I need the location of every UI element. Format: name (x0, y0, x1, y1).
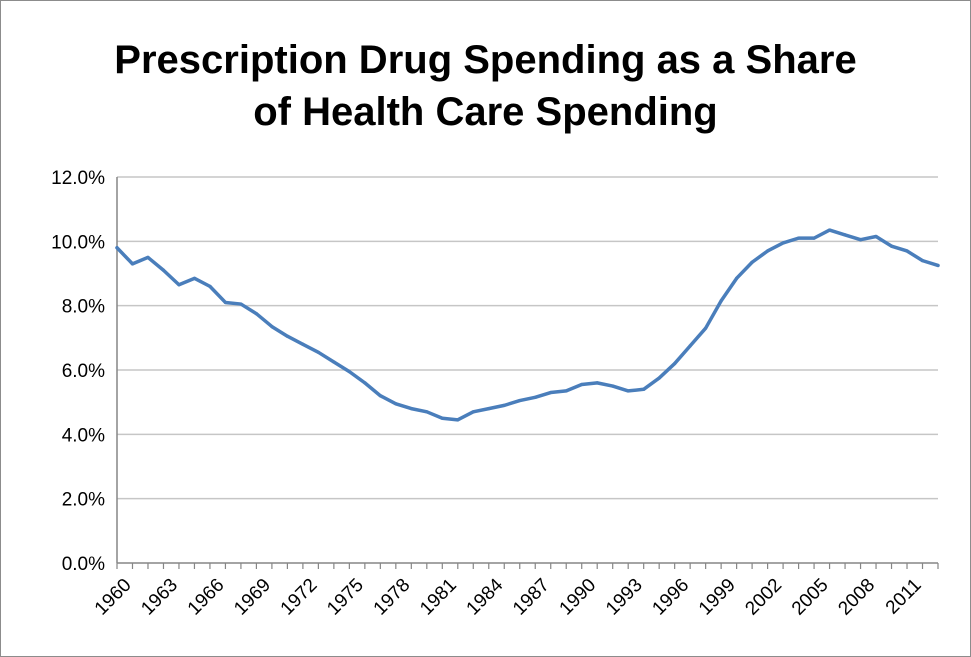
data-point (192, 276, 197, 280)
y-tick-label: 8.0% (62, 297, 105, 318)
data-point (161, 268, 166, 272)
data-point (858, 238, 863, 242)
data-point (642, 387, 646, 391)
y-tick-label: 10.0% (51, 232, 105, 253)
x-tick-label: 1984 (463, 574, 508, 619)
data-point (843, 233, 847, 237)
x-tick-label: 1993 (602, 575, 647, 620)
x-tick-label: 2008 (834, 575, 879, 620)
data-point (673, 361, 677, 366)
y-tick-label: 2.0% (62, 490, 105, 511)
data-point (812, 236, 816, 240)
data-point (363, 381, 367, 385)
data-point (564, 389, 568, 393)
data-point (766, 249, 770, 253)
data-point (889, 244, 894, 248)
data-point (750, 260, 754, 264)
data-point (626, 389, 630, 393)
series-layer (115, 228, 940, 422)
data-point (905, 249, 909, 253)
data-point (456, 418, 460, 422)
x-tick-label: 1990 (556, 575, 601, 620)
chart-title-line-2: of Health Care Spending (253, 90, 718, 134)
data-point (657, 376, 661, 380)
data-point (270, 324, 274, 329)
data-point (285, 334, 289, 338)
chart-title-line-1: Prescription Drug Spending as a Share (114, 38, 857, 82)
x-tick-label: 2005 (788, 575, 833, 620)
data-point (425, 410, 429, 414)
data-point (549, 390, 553, 395)
data-point (208, 284, 212, 288)
data-point (378, 394, 382, 398)
x-tick-label: 1981 (416, 575, 461, 620)
data-point (920, 259, 925, 263)
data-point (487, 407, 491, 411)
data-point (130, 262, 135, 266)
y-tick-label: 6.0% (62, 361, 105, 382)
x-tick-label: 1987 (509, 575, 554, 620)
data-point (177, 283, 181, 287)
data-point (688, 344, 692, 348)
data-point (611, 384, 615, 388)
data-point (301, 342, 305, 346)
x-tick-label: 1978 (370, 575, 415, 620)
data-point (735, 276, 739, 280)
y-tick-label: 12.0% (51, 168, 105, 189)
gridlines (117, 176, 938, 500)
x-tick-label: 1999 (695, 575, 740, 620)
x-axis-tick-labels: 1960 1963 1966 1969 1972 1975 1978 1981 1984 1987… (91, 574, 926, 619)
x-tick-label: 1969 (230, 575, 275, 620)
data-point (239, 302, 243, 306)
data-point (332, 360, 336, 364)
chart-title: Prescription Drug Spending as a Share of… (0, 34, 971, 138)
y-tick-label: 4.0% (62, 425, 105, 446)
data-point (936, 263, 940, 268)
data-point (533, 395, 537, 399)
y-axis-tick-labels: 0.0% 2.0% 4.0% 6.0% 8.0% 10.0% 12.0% (51, 168, 105, 575)
data-point (796, 236, 801, 240)
data-point (874, 234, 878, 239)
y-tick-label: 0.0% (62, 554, 105, 575)
data-point (440, 416, 444, 420)
data-point (704, 326, 708, 330)
x-axis (116, 177, 939, 569)
data-point (781, 241, 785, 245)
data-point (502, 403, 506, 407)
data-point (316, 350, 320, 354)
x-tick-label: 2002 (741, 575, 786, 620)
data-point (409, 407, 413, 411)
x-tick-label: 1966 (184, 575, 229, 620)
data-point (347, 370, 351, 374)
data-point (595, 381, 599, 385)
data-point (719, 299, 723, 303)
data-point (115, 246, 119, 250)
x-tick-label: 1960 (91, 575, 136, 620)
data-point (254, 312, 259, 316)
data-point (394, 402, 398, 406)
x-tick-label: 1975 (323, 575, 368, 620)
x-tick-label: 1972 (277, 575, 322, 620)
data-point (580, 382, 584, 387)
x-tick-label: 2011 (882, 575, 926, 619)
data-point (146, 255, 150, 260)
data-point (827, 228, 832, 232)
data-point (518, 398, 522, 403)
x-tick-label: 1963 (137, 575, 182, 620)
data-point (471, 410, 475, 414)
x-tick-label: 1996 (648, 575, 693, 620)
data-point (223, 300, 228, 305)
series-line-0 (115, 228, 940, 422)
